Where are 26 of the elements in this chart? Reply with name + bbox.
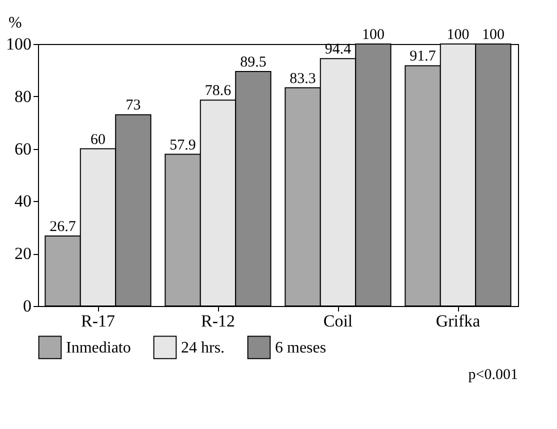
y-tick-label: 80 xyxy=(14,86,32,106)
data-label: 57.9 xyxy=(170,137,196,154)
x-tick-label: Coil xyxy=(323,312,353,330)
y-axis-title: % xyxy=(8,14,22,32)
data-label: 83.3 xyxy=(290,70,316,87)
data-label: 100 xyxy=(446,27,470,43)
y-tick-label: 100 xyxy=(6,34,32,54)
data-label: 100 xyxy=(482,27,504,43)
legend-label: 24 hrs. xyxy=(181,339,225,356)
legend-label: Inmediato xyxy=(66,339,131,356)
data-label: 91.7 xyxy=(410,48,436,65)
y-tick-label: 40 xyxy=(14,192,32,211)
data-label: 26.7 xyxy=(50,219,76,236)
data-label: 100 xyxy=(362,27,384,43)
x-tick-label: Grifka xyxy=(436,312,481,330)
data-label: 89.5 xyxy=(240,54,266,71)
text: p<0.001 xyxy=(468,367,518,383)
y-tick-label: 0 xyxy=(23,296,32,316)
legend-label: 6 meses xyxy=(275,339,326,356)
y-tick-label: 60 xyxy=(14,139,32,158)
x-tick-label: R-12 xyxy=(201,312,235,330)
data-label: 60 xyxy=(90,132,106,148)
data-label: 73 xyxy=(126,98,141,114)
y-tick-label: 20 xyxy=(14,244,32,264)
x-tick-label: R-17 xyxy=(81,312,116,330)
data-label: 78.6 xyxy=(204,83,232,100)
